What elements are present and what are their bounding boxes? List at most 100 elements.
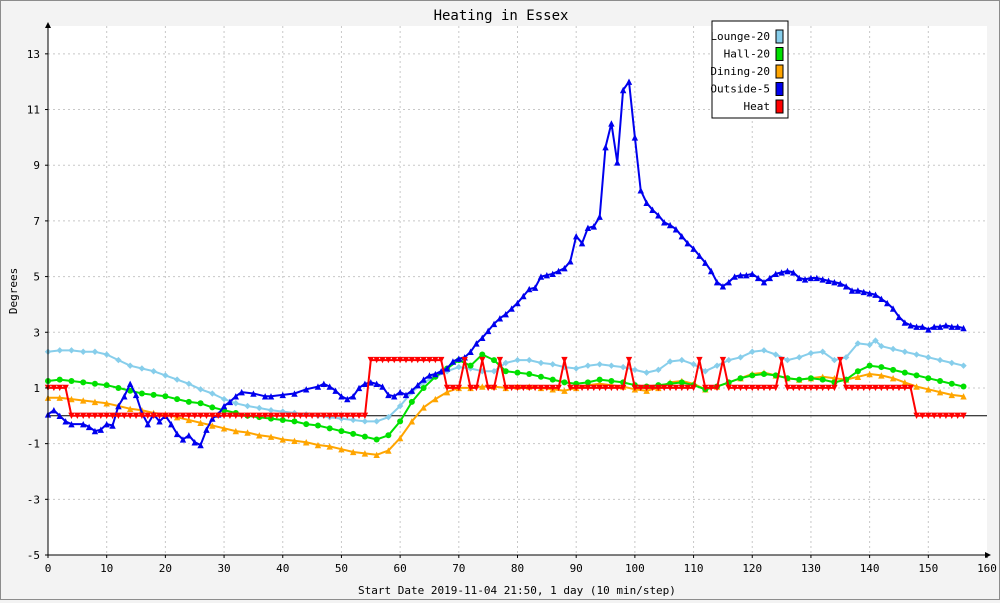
data-point-lounge-20 [396,402,404,410]
x-tick-label: 50 [335,562,348,575]
plot-area [48,26,987,555]
data-point-lounge-20 [502,359,509,367]
data-point-heat [185,412,193,419]
data-point-dining-20 [338,446,345,453]
data-point-heat [326,412,333,419]
data-point-outside-5 [831,278,838,286]
x-tick-label: 100 [625,562,645,575]
data-point-outside-5 [379,383,386,390]
data-point-hall-20 [80,379,87,386]
data-point-lounge-20 [138,365,146,372]
legend-label-hall-20: Hall-20 [724,48,770,61]
data-point-outside-5 [567,258,574,265]
data-point-hall-20 [326,425,333,432]
data-point-heat [121,412,128,419]
data-point-heat [408,356,416,364]
data-point-heat [396,356,404,364]
data-point-outside-5 [672,226,680,233]
data-point-heat [848,384,856,392]
data-point-heat [919,412,926,419]
data-point-hall-20 [866,362,873,369]
data-point-dining-20 [220,425,228,432]
data-point-outside-5 [396,388,404,396]
data-point-heat [420,356,427,364]
data-point-lounge-20 [185,380,193,387]
data-point-heat [567,384,574,392]
data-point-heat [619,384,627,392]
data-point-heat [267,412,275,419]
data-point-heat [960,412,967,419]
data-point-heat [379,356,386,364]
data-point-lounge-20 [385,413,392,421]
data-point-dining-20 [267,433,275,440]
data-point-heat [349,412,357,419]
data-point-hall-20 [561,379,568,386]
data-point-hall-20 [115,384,122,391]
data-point-dining-20 [303,439,310,446]
data-point-outside-5 [80,420,87,428]
data-point-heat [942,412,950,419]
data-point-hall-20 [197,400,204,407]
x-tick-label: 0 [45,562,52,575]
y-tick-label: 3 [33,326,40,339]
data-point-lounge-20 [115,356,122,364]
data-point-hall-20 [385,432,392,439]
data-point-heat [261,412,269,419]
data-point-heat [531,384,539,392]
data-point-outside-5 [555,267,562,275]
data-point-heat [320,412,328,419]
data-point-outside-5 [238,388,245,396]
y-tick-label: 1 [33,382,40,395]
x-tick-label: 130 [801,562,821,575]
data-point-outside-5 [91,427,99,435]
data-point-outside-5 [197,441,204,449]
data-point-hall-20 [479,351,486,358]
data-point-lounge-20 [561,363,568,371]
data-point-lounge-20 [455,363,463,371]
data-point-outside-5 [303,386,310,393]
data-point-outside-5 [766,274,774,282]
data-point-outside-5 [121,393,128,400]
data-point-dining-20 [878,372,885,379]
data-point-lounge-20 [596,361,603,368]
data-point-heat [537,384,545,392]
data-point-outside-5 [590,223,597,230]
data-point-outside-5 [819,276,826,283]
data-point-hall-20 [937,377,944,384]
data-point-lounge-20 [737,354,744,361]
data-point-heat [74,412,81,419]
data-point-heat [391,356,398,364]
data-point-hall-20 [209,404,216,411]
data-point-lounge-20 [643,369,650,376]
data-point-outside-5 [62,418,69,425]
data-point-outside-5 [790,269,797,276]
series-layer [44,78,967,458]
data-point-lounge-20 [831,356,838,364]
data-point-dining-20 [866,370,873,378]
data-point-hall-20 [185,398,192,405]
data-point-heat [913,412,920,419]
data-point-heat [179,412,187,419]
data-point-lounge-20 [150,368,157,375]
data-point-hall-20 [68,377,75,384]
data-point-heat [790,384,797,392]
data-point-heat [385,356,392,364]
data-point-heat [197,412,204,419]
data-point-outside-5 [173,430,181,438]
data-point-outside-5 [925,326,932,333]
data-point-lounge-20 [725,356,732,364]
data-point-dining-20 [901,379,909,386]
data-point-hall-20 [103,382,110,389]
x-tick-label: 20 [159,562,172,575]
data-point-hall-20 [91,380,98,387]
data-point-outside-5 [279,391,286,399]
data-point-heat [596,384,603,392]
data-point-outside-5 [473,340,480,347]
data-point-outside-5 [338,393,345,400]
data-point-heat [484,384,492,392]
data-point-dining-20 [913,383,920,390]
data-point-dining-20 [91,398,99,406]
data-point-outside-5 [144,420,151,428]
data-point-outside-5 [696,252,703,259]
